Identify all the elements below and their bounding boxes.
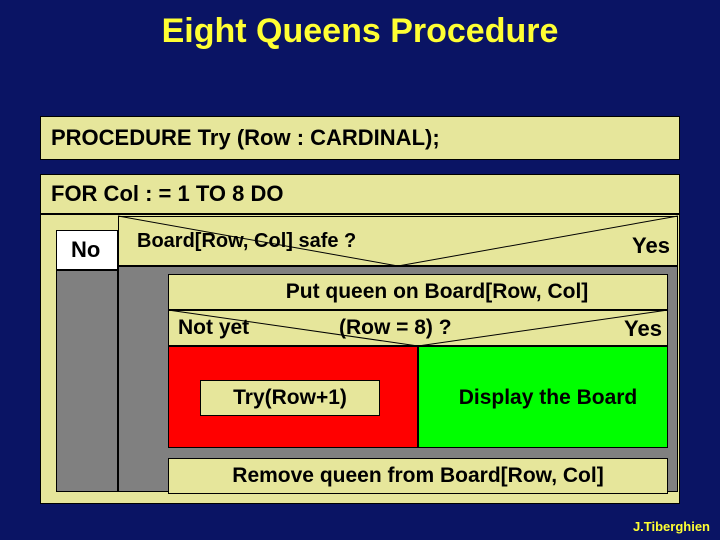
no-label-box: No [56,230,118,270]
put-queen-text: Put queen on Board[Row, Col] [286,280,589,304]
no-label-text: No [71,237,100,263]
try-next-box: Try(Row+1) [200,380,380,416]
display-board-box: Display the Board [440,380,656,416]
remove-queen-text: Remove queen from Board[Row, Col] [232,464,603,488]
no-column [56,270,118,492]
safe-test-text: Board[Row, Col] safe ? [137,230,356,253]
notyet_label-label: Not yet [178,316,249,340]
slide: Eight Queens Procedure PROCEDURE Try (Ro… [0,0,720,540]
try-next-text: Try(Row+1) [233,386,347,410]
procedure-header: PROCEDURE Try (Row : CARDINAL); [40,116,680,160]
safe-test-box: Board[Row, Col] safe ? [118,216,678,266]
attribution: J.Tiberghien [633,519,710,534]
for-header: FOR Col : = 1 TO 8 DO [40,174,680,214]
put-queen-box: Put queen on Board[Row, Col] [168,274,668,310]
safe_yes-label: Yes [632,233,670,259]
row8-test-text: (Row = 8) ? [339,316,452,340]
slide-title: Eight Queens Procedure [0,12,720,51]
procedure-header-text: PROCEDURE Try (Row : CARDINAL); [51,125,440,151]
for-header-text: FOR Col : = 1 TO 8 DO [51,181,283,207]
display-board-text: Display the Board [459,386,638,410]
row8_yes-label: Yes [624,316,662,342]
remove-queen-box: Remove queen from Board[Row, Col] [168,458,668,494]
